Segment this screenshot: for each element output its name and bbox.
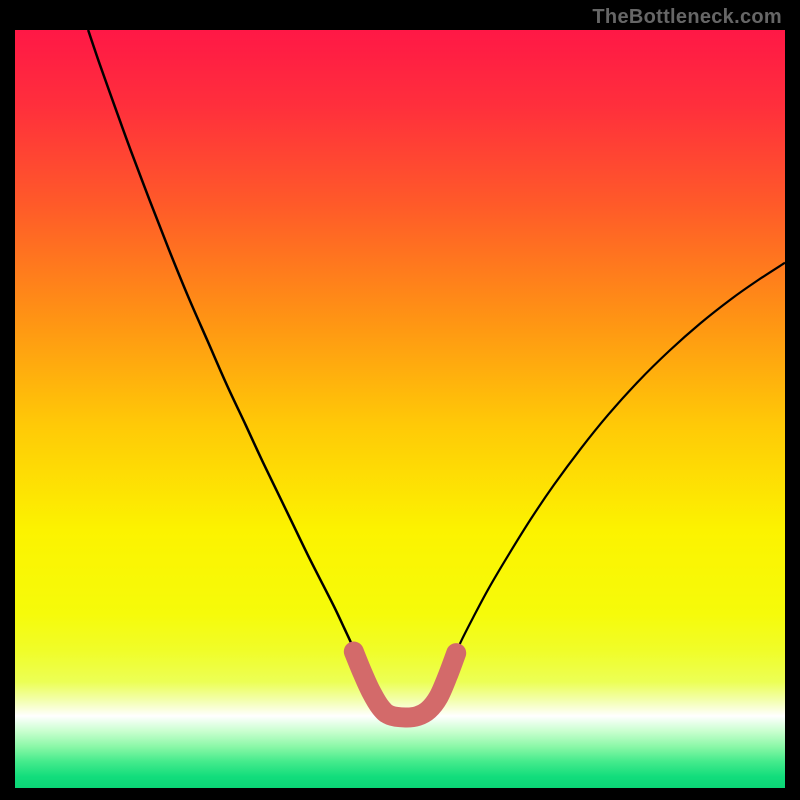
plot-area [15,30,785,788]
watermark-text: TheBottleneck.com [592,6,782,29]
chart-frame: TheBottleneck.com [0,0,800,800]
gradient-plot [15,30,785,788]
gradient-background [15,30,785,788]
